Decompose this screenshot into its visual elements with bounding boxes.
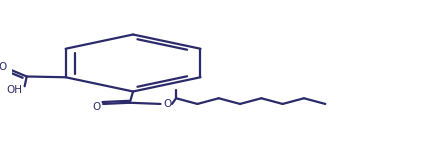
Text: O: O: [92, 102, 101, 112]
Text: OH: OH: [6, 85, 22, 94]
Text: O: O: [163, 99, 171, 109]
Text: O: O: [0, 62, 6, 72]
